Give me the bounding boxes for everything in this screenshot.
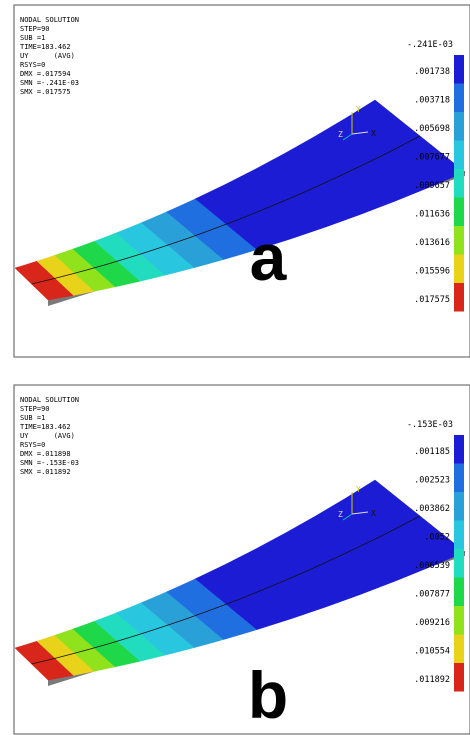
legend-swatch bbox=[454, 55, 464, 84]
legend-swatch bbox=[454, 255, 464, 284]
legend-label: .006539 bbox=[414, 561, 450, 571]
triad-label: X bbox=[371, 129, 376, 138]
legend-label: .001185 bbox=[414, 447, 450, 457]
legend-swatch bbox=[454, 464, 464, 493]
legend-swatch bbox=[454, 492, 464, 521]
legend-label: .015596 bbox=[414, 267, 450, 277]
legend-swatch bbox=[454, 435, 464, 464]
legend-label: .0052 bbox=[424, 533, 450, 543]
screenshot: NODAL SOLUTIONSTEP=90SUB =1TIME=183.462U… bbox=[0, 0, 470, 735]
legend-swatch bbox=[454, 635, 464, 664]
triad-label: Y bbox=[356, 485, 361, 494]
legend-label: .007877 bbox=[414, 590, 450, 600]
legend-label: .011636 bbox=[414, 210, 450, 220]
header-line: SUB =1 bbox=[20, 34, 45, 42]
header-line: DMX =.017594 bbox=[20, 70, 71, 78]
legend-swatch bbox=[454, 84, 464, 113]
legend-swatch bbox=[454, 283, 464, 312]
header-line: TIME=183.462 bbox=[20, 43, 71, 51]
header-line: UY (AVG) bbox=[20, 52, 75, 60]
legend-swatch bbox=[454, 226, 464, 255]
panel-letter: b bbox=[248, 658, 288, 732]
legend-label: .003718 bbox=[414, 96, 450, 106]
legend-swatch bbox=[454, 141, 464, 170]
triad-label: X bbox=[371, 509, 376, 518]
header-line: SMX =.011892 bbox=[20, 468, 71, 476]
header-line: SUB =1 bbox=[20, 414, 45, 422]
legend-swatch bbox=[454, 169, 464, 198]
header-line: DMX =.011898 bbox=[20, 450, 71, 458]
panel-letter: a bbox=[250, 220, 288, 294]
header-line: NODAL SOLUTION bbox=[20, 16, 79, 24]
header-line: UY (AVG) bbox=[20, 432, 75, 440]
legend-swatch bbox=[454, 663, 464, 692]
header-line: RSYS=0 bbox=[20, 441, 45, 449]
legend-label: -.241E-03 bbox=[407, 40, 453, 50]
header-line: STEP=90 bbox=[20, 25, 50, 33]
legend-label: .001738 bbox=[414, 67, 450, 77]
header-line: STEP=90 bbox=[20, 405, 50, 413]
legend-label: .013616 bbox=[414, 238, 450, 248]
legend-swatch bbox=[454, 521, 464, 550]
triad-label: Z bbox=[338, 510, 343, 519]
legend-label: .002523 bbox=[414, 476, 450, 486]
legend-swatch bbox=[454, 198, 464, 227]
header-line: SMN =-.241E-03 bbox=[20, 79, 79, 87]
legend-swatch bbox=[454, 578, 464, 607]
header-line: NODAL SOLUTION bbox=[20, 396, 79, 404]
triad-label: Z bbox=[338, 130, 343, 139]
legend-swatch bbox=[454, 606, 464, 635]
legend-label: .007677 bbox=[414, 153, 450, 163]
header-line: TIME=183.462 bbox=[20, 423, 71, 431]
triad-label: Y bbox=[356, 105, 361, 114]
legend-label: .009216 bbox=[414, 618, 450, 628]
legend-label: .005698 bbox=[414, 124, 450, 134]
header-line: RSYS=0 bbox=[20, 61, 45, 69]
header-line: SMX =.017575 bbox=[20, 88, 71, 96]
legend-label: .003862 bbox=[414, 504, 450, 514]
legend-label: -.153E-03 bbox=[407, 420, 453, 430]
legend-swatch bbox=[454, 112, 464, 141]
legend-swatch bbox=[454, 549, 464, 578]
legend-label: .017575 bbox=[414, 295, 450, 305]
header-line: SMN =-.153E-03 bbox=[20, 459, 79, 467]
legend-label: .009657 bbox=[414, 181, 450, 191]
legend-label: .010554 bbox=[414, 647, 450, 657]
legend-label: .011892 bbox=[414, 675, 450, 685]
